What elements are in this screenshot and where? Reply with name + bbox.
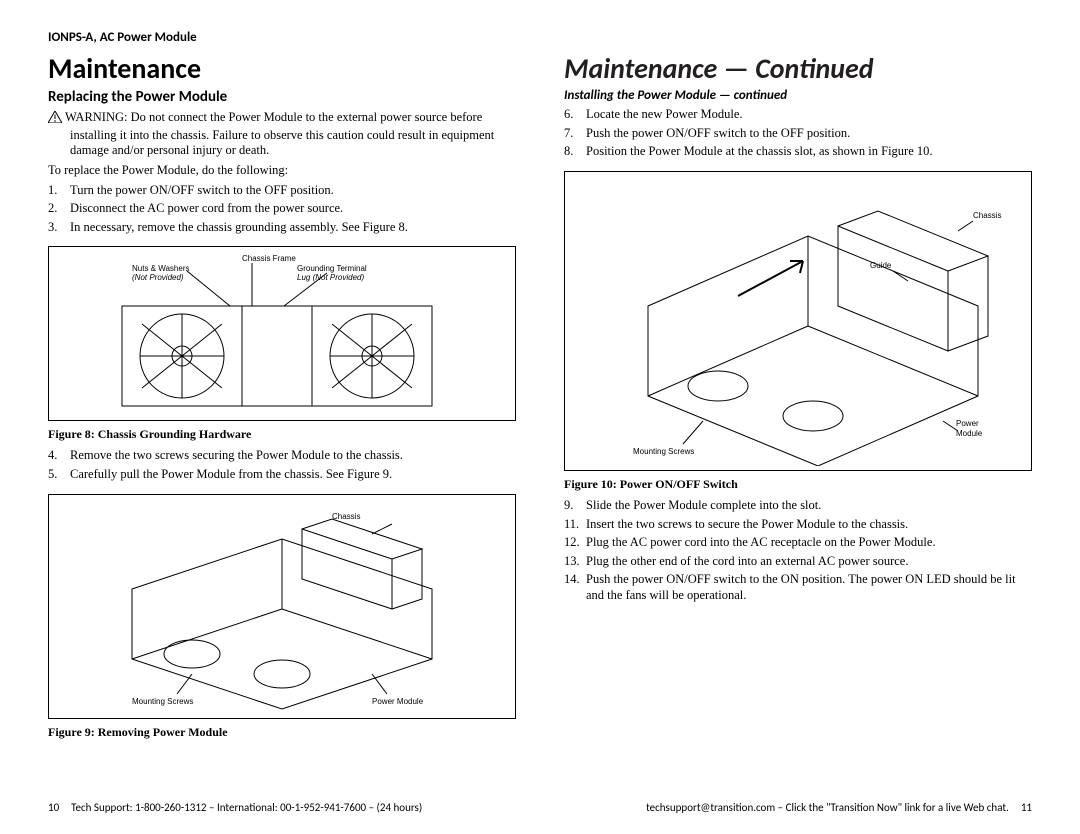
step-number: 4. bbox=[48, 448, 70, 464]
step-item: 4.Remove the two screws securing the Pow… bbox=[48, 448, 516, 464]
step-text: In necessary, remove the chassis groundi… bbox=[70, 220, 516, 236]
fig8-label-nuts: Nuts & Washers bbox=[132, 264, 190, 273]
step-number: 2. bbox=[48, 201, 70, 217]
heading-maintenance-continued: Maintenance — Continued bbox=[564, 51, 1032, 86]
step-item: 14.Push the power ON/OFF switch to the O… bbox=[564, 572, 1032, 603]
page-number-left: 10 bbox=[48, 801, 59, 814]
steps-list-c: 6.Locate the new Power Module.7.Push the… bbox=[564, 107, 1032, 163]
step-text: Locate the new Power Module. bbox=[586, 107, 1032, 123]
heading-maintenance: Maintenance bbox=[48, 51, 516, 86]
step-number: 8. bbox=[564, 144, 586, 160]
heading-installing: Installing the Power Module — continued bbox=[564, 88, 1032, 103]
step-text: Carefully pull the Power Module from the… bbox=[70, 467, 516, 483]
step-item: 13.Plug the other end of the cord into a… bbox=[564, 554, 1032, 570]
step-item: 5.Carefully pull the Power Module from t… bbox=[48, 467, 516, 483]
figure-9-caption: Figure 9: Removing Power Module bbox=[48, 725, 516, 740]
step-text: Plug the AC power cord into the AC recep… bbox=[586, 535, 1032, 551]
fig9-label-chassis: Chassis bbox=[332, 512, 360, 521]
page-number-right: 11 bbox=[1021, 801, 1032, 814]
figure-8-caption: Figure 8: Chassis Grounding Hardware bbox=[48, 427, 516, 442]
step-number: 5. bbox=[48, 467, 70, 483]
right-column: Maintenance — Continued Installing the P… bbox=[564, 51, 1032, 791]
steps-list-a: 1.Turn the power ON/OFF switch to the OF… bbox=[48, 183, 516, 239]
step-item: 1.Turn the power ON/OFF switch to the OF… bbox=[48, 183, 516, 199]
step-item: 9.Slide the Power Module complete into t… bbox=[564, 498, 1032, 514]
footer-right: techsupport@transition.com – Click the "… bbox=[564, 801, 1032, 814]
fig10-label-chassis: Chassis bbox=[973, 211, 1001, 220]
step-text: Push the power ON/OFF switch to the OFF … bbox=[586, 126, 1032, 142]
two-column-layout: Maintenance Replacing the Power Module W… bbox=[48, 51, 1032, 791]
step-number: 9. bbox=[564, 498, 586, 514]
figure-10-illustration: Chassis Guide Mounting Screws Power Modu… bbox=[578, 176, 1018, 466]
footer-left-text: Tech Support: 1-800-260-1312 – Internati… bbox=[71, 801, 422, 814]
warning-paragraph: WARNING: Do not connect the Power Module… bbox=[48, 110, 516, 159]
step-number: 14. bbox=[564, 572, 586, 603]
step-item: 8.Position the Power Module at the chass… bbox=[564, 144, 1032, 160]
fig9-label-module: Power Module bbox=[372, 697, 424, 706]
step-text: Position the Power Module at the chassis… bbox=[586, 144, 1032, 160]
figure-10-caption: Figure 10: Power ON/OFF Switch bbox=[564, 477, 1032, 492]
step-number: 7. bbox=[564, 126, 586, 142]
figure-9: Chassis Mounting Screws Power Module bbox=[48, 494, 516, 719]
steps-list-b: 4.Remove the two screws securing the Pow… bbox=[48, 448, 516, 485]
step-text: Plug the other end of the cord into an e… bbox=[586, 554, 1032, 570]
heading-replacing: Replacing the Power Module bbox=[48, 88, 516, 106]
step-number: 3. bbox=[48, 220, 70, 236]
fig8-label-lug-np: Lug (Not Provided) bbox=[297, 273, 364, 282]
intro-text: To replace the Power Module, do the foll… bbox=[48, 163, 516, 179]
warning-icon bbox=[48, 111, 62, 128]
fig8-label-chassis-frame: Chassis Frame bbox=[242, 254, 296, 263]
fig10-label-power: Power bbox=[956, 419, 979, 428]
figure-10: Chassis Guide Mounting Screws Power Modu… bbox=[564, 171, 1032, 471]
figure-8: Chassis Frame Nuts & Washers (Not Provid… bbox=[48, 246, 516, 421]
step-text: Slide the Power Module complete into the… bbox=[586, 498, 1032, 514]
page-footer: 10 Tech Support: 1-800-260-1312 – Intern… bbox=[48, 801, 1032, 814]
step-item: 11.Insert the two screws to secure the P… bbox=[564, 517, 1032, 533]
steps-list-d: 9.Slide the Power Module complete into t… bbox=[564, 498, 1032, 607]
fig8-label-lug: Grounding Terminal bbox=[297, 264, 367, 273]
figure-9-illustration: Chassis Mounting Screws Power Module bbox=[72, 499, 492, 714]
figure-8-illustration: Chassis Frame Nuts & Washers (Not Provid… bbox=[72, 251, 492, 416]
footer-left: 10 Tech Support: 1-800-260-1312 – Intern… bbox=[48, 801, 516, 814]
footer-right-text: techsupport@transition.com – Click the "… bbox=[646, 801, 1009, 814]
fig9-label-screws: Mounting Screws bbox=[132, 697, 193, 706]
fig10-label-module: Module bbox=[956, 429, 983, 438]
fig8-label-nuts-np: (Not Provided) bbox=[132, 273, 184, 282]
step-item: 6.Locate the new Power Module. bbox=[564, 107, 1032, 123]
step-item: 2.Disconnect the AC power cord from the … bbox=[48, 201, 516, 217]
step-number: 1. bbox=[48, 183, 70, 199]
step-number: 12. bbox=[564, 535, 586, 551]
left-column: Maintenance Replacing the Power Module W… bbox=[48, 51, 516, 791]
fig10-label-screws: Mounting Screws bbox=[633, 447, 694, 456]
page-header: IONPS-A, AC Power Module bbox=[48, 30, 1032, 45]
step-number: 13. bbox=[564, 554, 586, 570]
step-item: 3.In necessary, remove the chassis groun… bbox=[48, 220, 516, 236]
step-number: 11. bbox=[564, 517, 586, 533]
fig10-label-guide: Guide bbox=[870, 261, 892, 270]
step-number: 6. bbox=[564, 107, 586, 123]
step-text: Remove the two screws securing the Power… bbox=[70, 448, 516, 464]
step-item: 7.Push the power ON/OFF switch to the OF… bbox=[564, 126, 1032, 142]
step-text: Turn the power ON/OFF switch to the OFF … bbox=[70, 183, 516, 199]
warning-text: WARNING: Do not connect the Power Module… bbox=[65, 110, 494, 157]
step-text: Insert the two screws to secure the Powe… bbox=[586, 517, 1032, 533]
step-text: Push the power ON/OFF switch to the ON p… bbox=[586, 572, 1032, 603]
step-text: Disconnect the AC power cord from the po… bbox=[70, 201, 516, 217]
step-item: 12.Plug the AC power cord into the AC re… bbox=[564, 535, 1032, 551]
